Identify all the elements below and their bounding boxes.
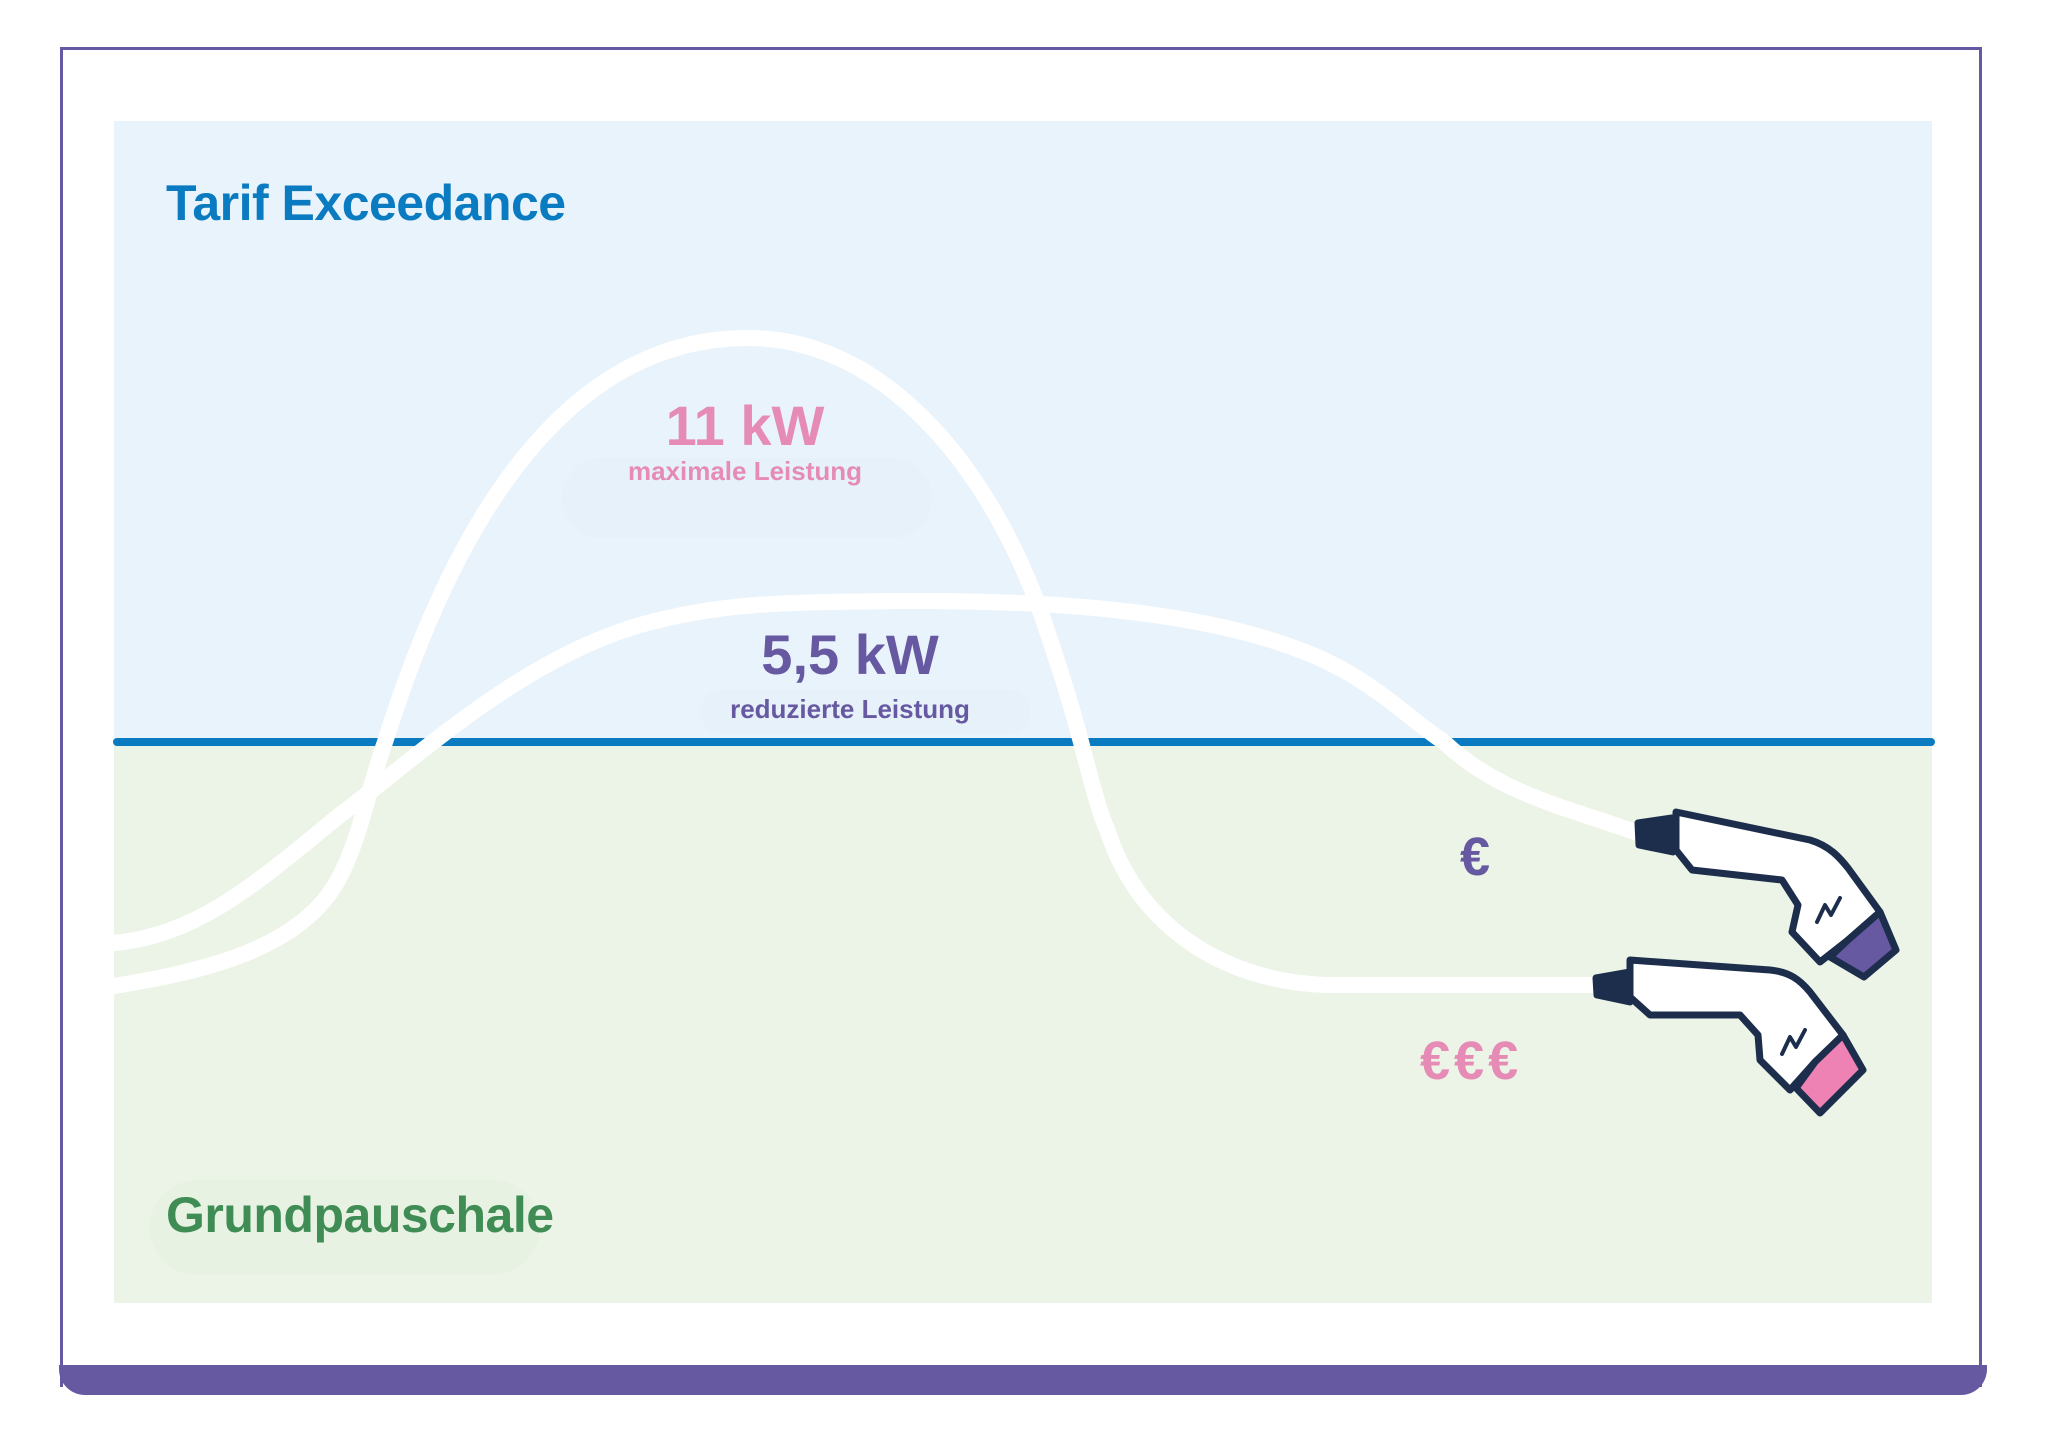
- frame-bottom-bar: [59, 1365, 1987, 1395]
- curve-max-power: [106, 338, 1604, 986]
- plug-body: [1626, 956, 1847, 1094]
- reduced-power-value: 5,5 kW: [761, 623, 939, 686]
- label-backdrop-grundpauschale: [150, 1180, 540, 1275]
- plug-tip: [1792, 1031, 1867, 1117]
- lightning-bolt-icon: [1815, 896, 1842, 924]
- cost-indicator-reduced: €: [1460, 827, 1493, 887]
- charging-plug-reduced: [1634, 808, 1900, 981]
- label-backdrop-max: [562, 458, 932, 538]
- label-backdrop-reduced: [700, 690, 1030, 734]
- plug-rear-cap: [1592, 968, 1634, 1006]
- curve-reduced-power: [106, 601, 1648, 951]
- zone-label-grundpauschale: Grundpauschale: [166, 1187, 554, 1243]
- plug-rear-cap: [1634, 814, 1677, 856]
- reduced-power-caption: reduzierte Leistung: [730, 694, 970, 724]
- plug-body: [1672, 808, 1884, 966]
- charging-plug-max: [1592, 956, 1867, 1117]
- zone-label-tarif-exceedance: Tarif Exceedance: [166, 175, 566, 231]
- max-power-caption: maximale Leistung: [627, 456, 863, 486]
- lightning-bolt-icon: [1780, 1028, 1807, 1056]
- cost-indicator-max: €€€: [1420, 1031, 1523, 1091]
- plug-tip: [1826, 908, 1900, 981]
- max-power-value: 11 kW: [665, 394, 825, 457]
